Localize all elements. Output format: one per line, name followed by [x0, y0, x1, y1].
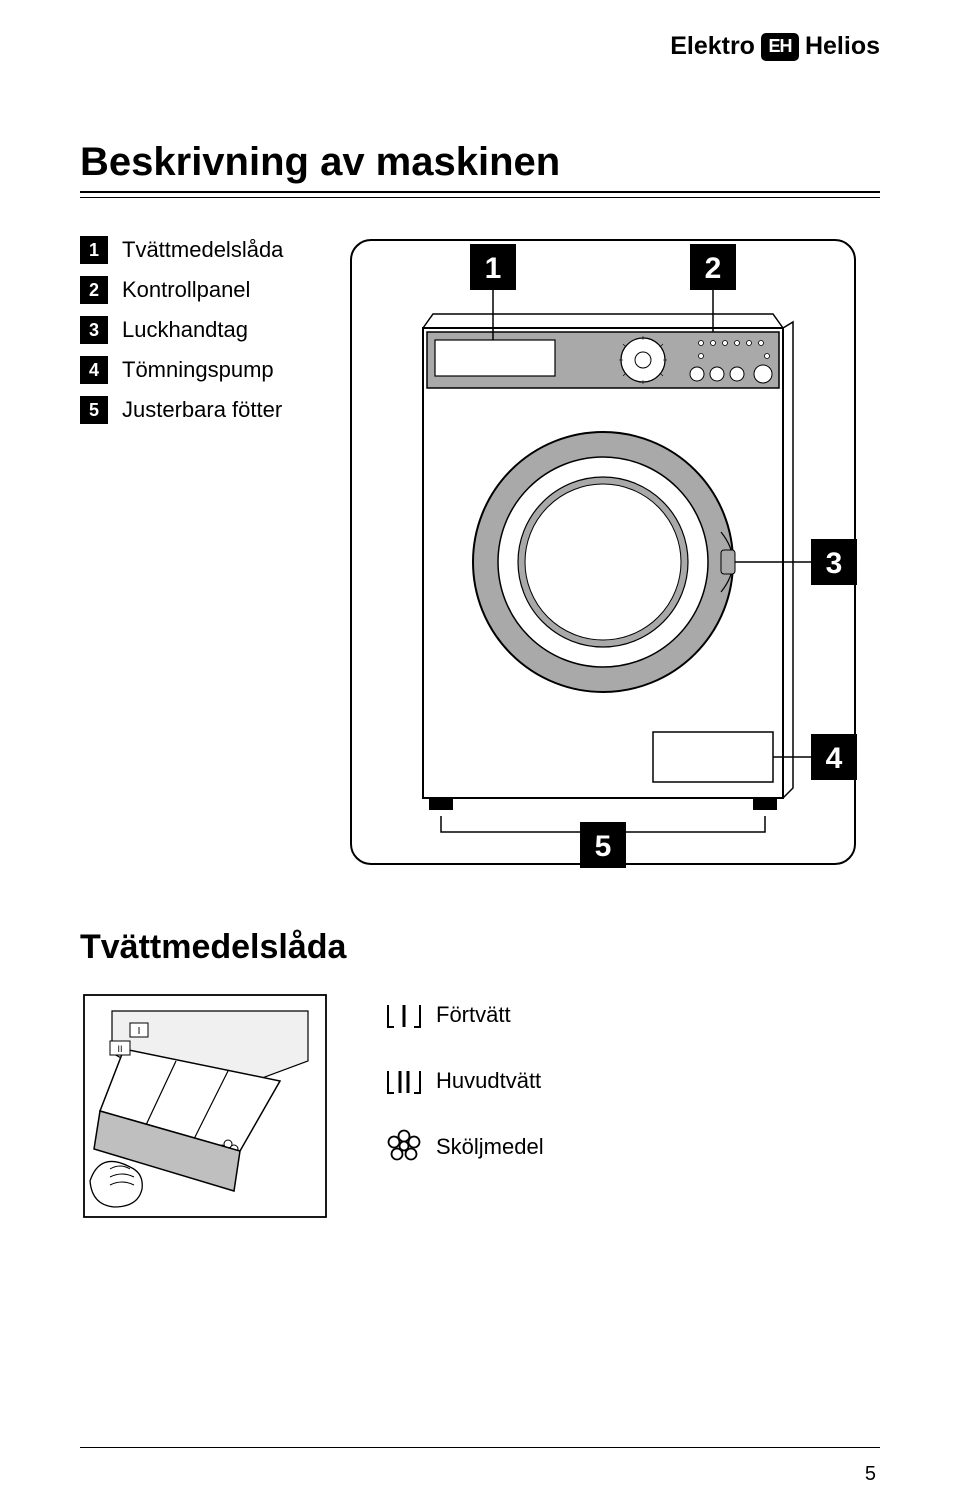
callout-5: 5	[595, 830, 612, 863]
title-rule	[80, 191, 880, 198]
drawer-title: Tvättmedelslåda	[80, 928, 880, 967]
part-label: Tömningspump	[122, 357, 274, 383]
compartment-label: Förtvätt	[436, 1002, 511, 1028]
machine-diagram: 1 2 3 4 5	[343, 232, 863, 872]
part-badge: 3	[80, 316, 108, 344]
part-label: Luckhandtag	[122, 317, 248, 343]
part-badge: 2	[80, 276, 108, 304]
part-badge: 4	[80, 356, 108, 384]
brand-logo: EH	[761, 33, 799, 61]
part-item-1: 1 Tvättmedelslåda	[80, 236, 283, 264]
roman-one-icon	[386, 999, 422, 1031]
part-item-3: 3 Luckhandtag	[80, 316, 283, 344]
part-item-5: 5 Justerbara fötter	[80, 396, 283, 424]
callout-3: 3	[826, 547, 843, 580]
callout-2: 2	[705, 252, 722, 285]
parts-list: 1 Tvättmedelslåda 2 Kontrollpanel 3 Luck…	[80, 236, 283, 424]
page-number: 5	[865, 1463, 876, 1486]
compartment-list: Förtvätt Huvudtvätt	[386, 999, 544, 1163]
footer-rule	[80, 1447, 880, 1448]
compartment-prewash: Förtvätt	[386, 999, 544, 1031]
drawer-diagram: I II CI	[80, 991, 330, 1221]
part-badge: 1	[80, 236, 108, 264]
callout-4: 4	[826, 742, 843, 775]
brand-header: Elektro EH Helios	[670, 32, 880, 61]
drawer-label-ii: II	[117, 1044, 122, 1054]
compartment-mainwash: Huvudtvätt	[386, 1065, 544, 1097]
page-title: Beskrivning av maskinen	[80, 140, 880, 185]
brand-right: Helios	[805, 32, 880, 61]
compartment-softener: Sköljmedel	[386, 1131, 544, 1163]
part-label: Tvättmedelslåda	[122, 237, 283, 263]
part-label: Kontrollpanel	[122, 277, 250, 303]
compartment-label: Huvudtvätt	[436, 1068, 541, 1094]
drawer-label-i: I	[138, 1026, 141, 1037]
part-badge: 5	[80, 396, 108, 424]
callout-1: 1	[485, 252, 502, 285]
flower-icon	[386, 1131, 422, 1163]
part-item-4: 4 Tömningspump	[80, 356, 283, 384]
part-item-2: 2 Kontrollpanel	[80, 276, 283, 304]
compartment-label: Sköljmedel	[436, 1134, 544, 1160]
brand-left: Elektro	[670, 32, 755, 61]
roman-two-icon	[386, 1065, 422, 1097]
part-label: Justerbara fötter	[122, 397, 282, 423]
